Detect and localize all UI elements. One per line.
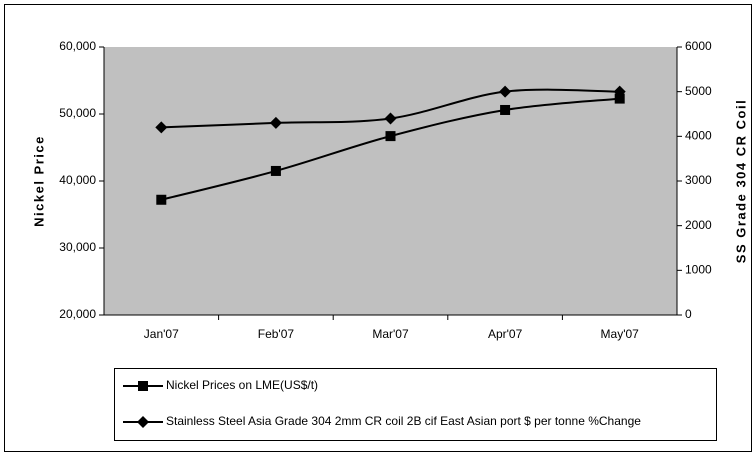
marker xyxy=(156,194,167,205)
marker xyxy=(500,104,511,115)
y-tick-label: 20,000 xyxy=(59,307,96,321)
legend xyxy=(114,368,717,441)
marker xyxy=(499,85,512,98)
marker xyxy=(384,112,397,125)
x-tick-label: Apr'07 xyxy=(488,327,523,341)
y-tick-label: 30,000 xyxy=(59,240,96,254)
plot-area xyxy=(104,47,677,315)
marker xyxy=(614,93,625,104)
y2-tick-label: 3000 xyxy=(685,173,712,187)
marker xyxy=(385,131,396,142)
legend-marker xyxy=(137,416,149,428)
y2-tick-label: 6000 xyxy=(685,39,712,53)
legend-label: Stainless Steel Asia Grade 304 2mm CR co… xyxy=(166,414,641,428)
y-tick-label: 60,000 xyxy=(59,39,96,53)
y2-tick-label: 1000 xyxy=(685,263,712,277)
legend-label: Nickel Prices on LME(US$/t) xyxy=(166,378,318,392)
x-tick-label: Jan'07 xyxy=(144,327,179,341)
marker xyxy=(613,85,626,98)
y2-tick-label: 4000 xyxy=(685,129,712,143)
y2-axis-title: SS Grade 304 CR Coil xyxy=(733,99,748,263)
y-axis-title: Nickel Price xyxy=(31,135,46,227)
y-tick-label: 40,000 xyxy=(59,173,96,187)
y2-tick-label: 5000 xyxy=(685,84,712,98)
y-tick-label: 50,000 xyxy=(59,106,96,120)
marker xyxy=(155,121,168,134)
x-tick-label: Mar'07 xyxy=(372,327,409,341)
marker xyxy=(270,165,281,176)
y2-tick-label: 0 xyxy=(685,307,692,321)
legend-marker xyxy=(138,381,148,391)
marker xyxy=(269,116,282,129)
x-tick-label: Feb'07 xyxy=(258,327,295,341)
x-tick-label: May'07 xyxy=(601,327,640,341)
y2-tick-label: 2000 xyxy=(685,218,712,232)
